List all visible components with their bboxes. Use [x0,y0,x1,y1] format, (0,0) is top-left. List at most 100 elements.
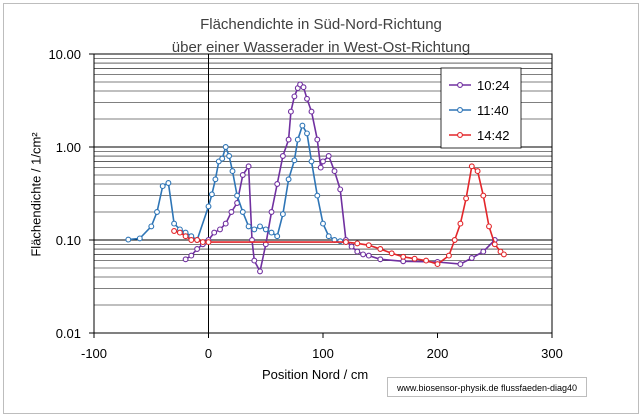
data-point [219,155,226,162]
data-point [217,226,223,233]
data-point [304,130,310,137]
data-point [299,122,306,129]
data-point [251,226,258,233]
data-point [199,239,206,246]
data-point [300,84,307,91]
legend-swatch-marker [457,132,463,138]
data-point [423,257,430,264]
x-axis-label: Position Nord / cm [262,367,369,382]
x-tick-label: 100 [312,346,334,361]
data-point [354,240,361,247]
data-point [136,235,143,242]
data-point [274,181,281,187]
data-point [474,168,481,175]
data-point [314,192,321,199]
data-point [194,246,201,252]
data-point [171,220,178,227]
data-point [165,180,172,186]
data-point [268,229,275,236]
series-line-14:42 [173,164,505,265]
x-tick-label: 0 [205,346,212,361]
data-point [226,153,233,159]
data-point [354,248,361,255]
x-tick-label: -100 [81,346,107,361]
data-point [268,209,275,215]
data-point [154,209,160,215]
data-point [491,241,498,248]
data-point [159,183,166,190]
data-point [457,261,464,268]
data-point [308,158,315,165]
data-point [457,220,464,227]
data-point [320,158,326,165]
data-point [285,176,292,183]
legend: 10:24 11:40 14:42 [440,67,522,149]
data-point [317,164,324,171]
y-axis-label: Flächendichte / 1/cm² [28,132,44,257]
data-point [257,223,263,230]
data-point [365,252,372,259]
data-point [434,261,441,268]
y-tick-label: 10.00 [48,47,81,62]
data-point [377,256,384,263]
data-point [342,239,349,246]
data-point [188,252,195,259]
chart-svg: -100 0 100 200 300 0.01 0.10 1.00 10.00 10:24 11:… [48,47,563,361]
data-point [194,237,201,243]
y-tick-label: 0.01 [56,326,81,341]
x-tick-label: 300 [541,346,563,361]
data-point [222,144,229,150]
legend-entry-label: 14:42 [477,128,510,143]
data-point [304,95,310,102]
data-point [251,257,258,264]
data-point [205,239,212,246]
data-point [291,93,298,100]
x-tick-label: 200 [427,346,449,361]
data-point [188,237,195,243]
data-point [262,226,269,233]
data-point [279,211,286,218]
chart-title-line-1: Flächendichte in Süd-Nord-Richtung [200,16,442,33]
data-point [377,246,384,252]
data-point [234,192,241,199]
data-point [445,252,452,259]
data-point [365,242,372,249]
series-line-11:40 [128,123,347,243]
data-point [125,236,132,243]
data-point [320,220,326,227]
data-point [287,108,294,115]
data-point [291,157,298,164]
data-point [245,223,252,230]
data-point [222,220,229,227]
data-point [205,203,212,210]
data-point [212,176,219,183]
data-point [176,229,183,236]
data-point [500,251,507,258]
data-point [228,209,235,215]
data-point [480,192,487,199]
data-point [308,108,315,115]
data-point [182,256,189,263]
data-point [388,250,395,257]
data-point [279,153,286,159]
legend-entry-label: 11:40 [477,103,509,118]
data-point [239,172,246,178]
legend-swatch-marker [457,82,463,88]
data-point [411,255,418,262]
legend-swatch-marker [457,107,463,113]
series-layer [125,81,507,275]
data-point [468,163,475,170]
legend-entry-label: 10:24 [477,78,510,93]
data-point [171,228,178,234]
data-point [451,237,458,243]
chart-frame: Flächendichte in Süd-Nord-Richtung über … [3,3,639,414]
chart-title-line-2: über einer Wasserader in West-Ost-Richtu… [171,39,471,56]
data-point [337,186,344,193]
data-point [348,243,355,250]
data-point [182,233,189,240]
data-point [245,163,252,170]
data-point [325,153,332,159]
data-point [257,268,263,275]
data-point [360,251,367,258]
data-point [480,248,487,255]
